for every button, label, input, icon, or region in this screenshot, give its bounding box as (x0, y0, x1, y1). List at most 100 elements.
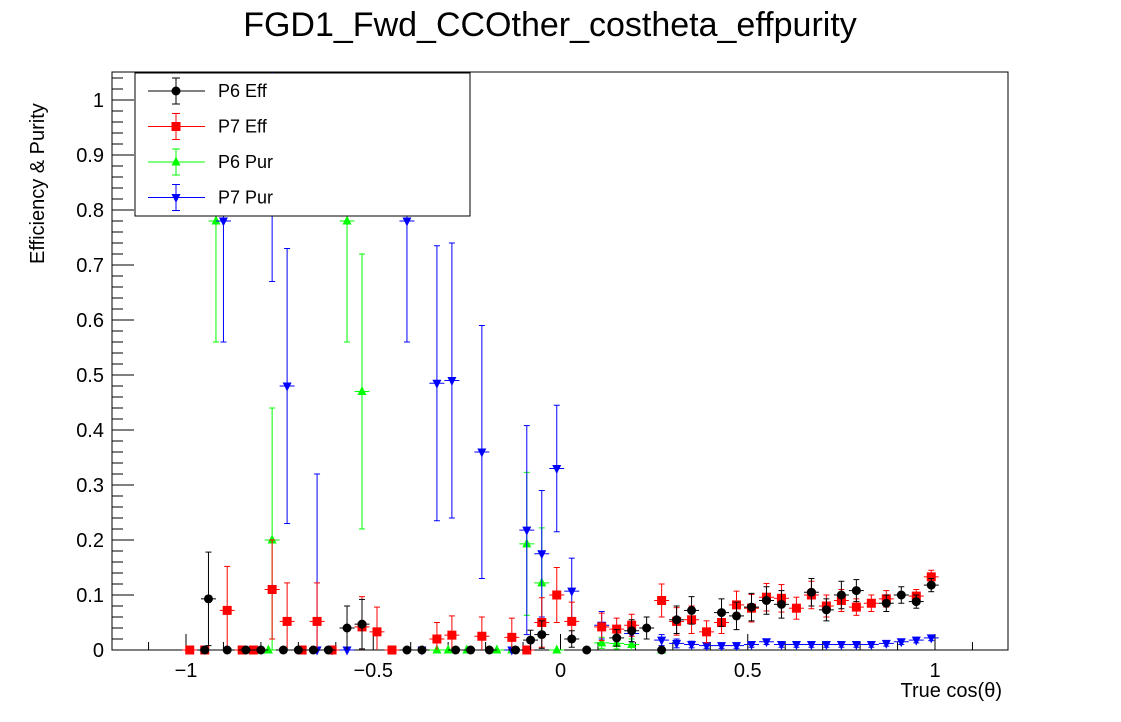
data-point (594, 612, 610, 642)
data-marker (911, 597, 921, 607)
data-marker (627, 626, 637, 636)
data-marker (926, 580, 936, 590)
data-point (219, 645, 235, 655)
data-point (669, 638, 685, 649)
data-point (448, 645, 464, 655)
data-marker (926, 572, 936, 582)
legend-entry: P7 Eff (148, 113, 268, 140)
data-marker (761, 638, 771, 648)
series-p6-eff (197, 551, 939, 655)
data-point (444, 615, 460, 650)
data-point (803, 641, 819, 650)
data-marker (402, 645, 412, 655)
data-marker (308, 645, 318, 655)
data-point (279, 582, 295, 650)
data-marker (567, 634, 577, 644)
legend-label: P7 Pur (218, 188, 273, 208)
y-tick-label: 0.6 (76, 310, 104, 332)
data-point (279, 248, 295, 524)
data-marker (466, 645, 476, 655)
data-point (339, 605, 355, 650)
data-point (474, 616, 490, 650)
data-marker (657, 645, 667, 655)
data-point (908, 636, 924, 646)
data-point (305, 645, 321, 655)
data-marker (342, 646, 352, 656)
data-point (504, 617, 520, 650)
data-marker (218, 217, 228, 227)
data-marker (926, 634, 936, 644)
data-point (863, 594, 879, 612)
legend-entry: P7 Pur (148, 184, 273, 211)
data-marker (552, 644, 562, 654)
data-point (744, 641, 759, 650)
data-marker (657, 596, 667, 605)
data-point (788, 596, 804, 620)
data-marker (484, 645, 494, 655)
data-point (354, 598, 370, 650)
data-marker (851, 586, 861, 596)
data-point (414, 645, 430, 655)
x-tick-label: 0 (555, 660, 566, 682)
x-tick-label: 0.5 (734, 660, 762, 682)
legend-marker (171, 156, 181, 166)
legend: P6 Eff P7 Eff P6 Pur P7 Pur (134, 72, 471, 217)
data-point (729, 601, 745, 631)
data-marker (203, 594, 213, 604)
data-marker (806, 587, 816, 597)
data-marker (776, 599, 786, 609)
data-point (523, 629, 539, 650)
data-marker (263, 644, 273, 654)
data-marker (211, 215, 221, 225)
data-point (564, 630, 580, 648)
x-tick-label: −0.5 (354, 660, 393, 682)
data-marker (312, 616, 322, 626)
data-marker (717, 608, 727, 618)
data-point (253, 645, 269, 655)
y-tick-label: 0.1 (76, 585, 104, 607)
data-point (197, 645, 213, 655)
data-marker (881, 639, 891, 649)
data-marker (657, 636, 667, 646)
data-point (893, 638, 909, 648)
data-point (669, 605, 685, 634)
data-marker (507, 632, 517, 642)
data-marker (776, 641, 786, 650)
y-tick-label: 0.9 (76, 145, 104, 167)
data-marker (612, 624, 622, 634)
data-marker (717, 642, 727, 652)
x-tick-label: 1 (929, 660, 940, 682)
data-point (609, 629, 625, 647)
y-axis: 0 0.1 0.2 0.3 0.4 0.5 0.6 0.7 0.8 0.9 1 (76, 77, 134, 662)
data-point (182, 645, 198, 655)
data-point (290, 645, 306, 655)
data-point (744, 592, 759, 622)
data-marker (342, 215, 352, 225)
y-axis-label: Efficiency & Purity (27, 103, 49, 264)
data-marker (732, 611, 742, 621)
data-marker (687, 641, 697, 650)
data-point (848, 579, 864, 603)
data-marker (200, 645, 210, 655)
data-marker (672, 639, 682, 649)
data-point (429, 622, 445, 650)
legend-marker (171, 122, 181, 131)
data-point (699, 620, 715, 644)
legend-marker (171, 86, 181, 96)
data-marker (911, 636, 921, 646)
chart-title: FGD1_Fwd_CCOther_costheta_effpurity (243, 6, 857, 44)
data-point (369, 606, 385, 650)
data-marker (293, 645, 303, 655)
data-marker (511, 645, 521, 655)
data-point (684, 596, 700, 625)
data-point (534, 620, 550, 649)
data-marker (477, 448, 487, 458)
data-point (923, 578, 939, 593)
data-marker (866, 598, 876, 608)
data-point (549, 644, 565, 654)
data-marker (567, 587, 577, 597)
data-marker (522, 526, 532, 536)
data-point (481, 645, 497, 655)
legend-marker (171, 194, 181, 203)
